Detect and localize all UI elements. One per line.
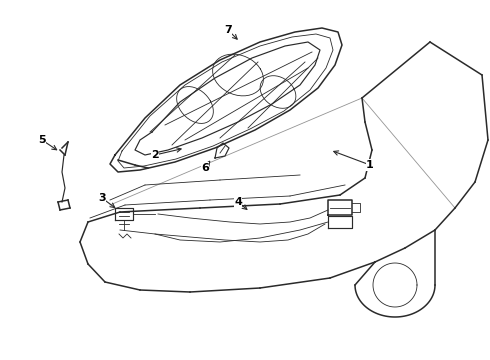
- Text: 5: 5: [38, 135, 46, 145]
- Text: 2: 2: [151, 150, 159, 160]
- Text: 7: 7: [224, 25, 232, 35]
- Text: 4: 4: [234, 197, 242, 207]
- Text: 1: 1: [366, 160, 374, 170]
- Text: 6: 6: [201, 163, 209, 173]
- Text: 3: 3: [98, 193, 106, 203]
